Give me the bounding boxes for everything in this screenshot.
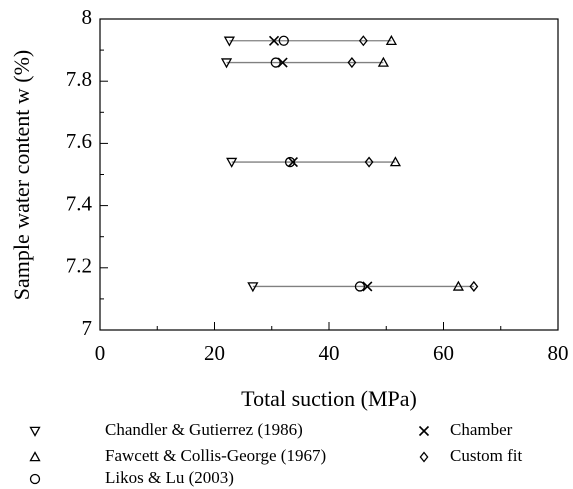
y-tick-label: 7.4: [66, 191, 93, 215]
point: [385, 34, 398, 46]
point: [220, 58, 233, 69]
point: [389, 156, 402, 167]
point: [277, 57, 288, 68]
x-tick-label: 60: [433, 341, 454, 365]
y-tick-label: 7.8: [66, 67, 92, 91]
x-tick-label: 20: [204, 341, 225, 365]
point: [362, 281, 373, 292]
x-tick-label: 40: [319, 341, 340, 365]
y-tick-label: 7.2: [66, 254, 92, 278]
point: [284, 156, 296, 168]
legend-marker: [29, 426, 41, 437]
x-tick-label: 0: [95, 341, 106, 365]
plot-frame: [99, 18, 559, 331]
point: [354, 281, 366, 292]
point: [358, 35, 368, 47]
point: [223, 36, 235, 47]
point: [364, 156, 374, 168]
point: [469, 280, 479, 293]
legend-marker: [29, 473, 41, 485]
point: [270, 57, 281, 68]
legend-label: Chamber: [450, 420, 513, 439]
point: [278, 35, 289, 46]
y-tick-label: 7.6: [66, 129, 92, 153]
point: [377, 56, 389, 67]
y-tick-label: 8: [82, 5, 93, 29]
legend-marker: [419, 451, 429, 463]
y-tick-label: 7: [82, 316, 93, 340]
point: [268, 35, 280, 46]
point: [226, 157, 238, 168]
legend-label: Chandler & Gutierrez (1986): [105, 420, 303, 439]
legend-label: Fawcett & Collis-George (1967): [105, 446, 326, 465]
legend-marker: [418, 425, 430, 437]
point: [347, 56, 357, 69]
point: [287, 156, 298, 168]
point: [452, 280, 464, 291]
x-axis-title: Total suction (MPa): [241, 386, 417, 411]
point: [247, 282, 259, 293]
legend-label: Custom fit: [450, 446, 523, 465]
y-axis-title: Sample water content w (%): [9, 50, 34, 300]
legend-marker: [29, 451, 41, 462]
legend-label: Likos & Lu (2003): [105, 468, 234, 487]
x-tick-label: 80: [548, 341, 569, 365]
